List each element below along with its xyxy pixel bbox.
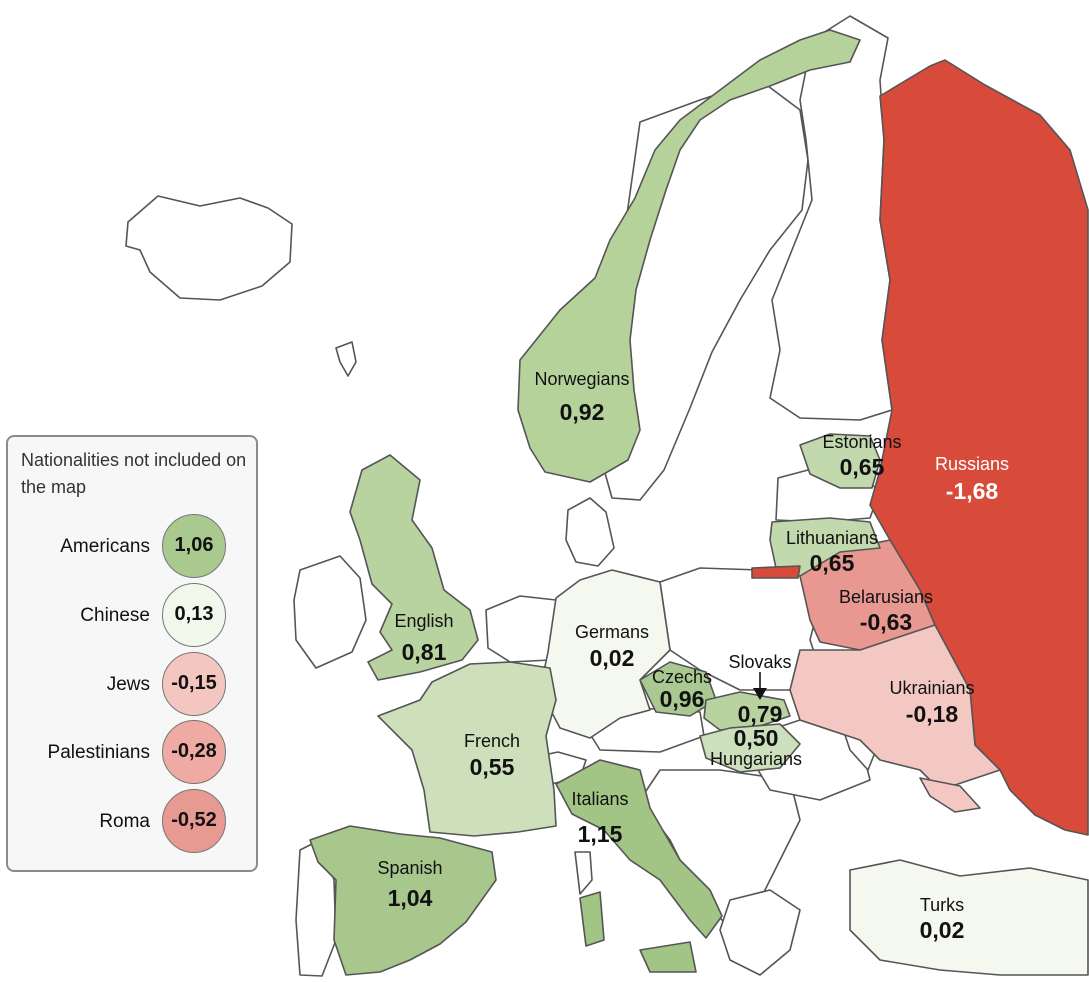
denmark-shape <box>565 497 615 567</box>
region-name-label: Norwegians <box>534 369 629 389</box>
region-value-label: 0,65 <box>840 454 885 480</box>
region-italians-sicily <box>639 941 697 973</box>
region-lithuanians <box>769 517 881 577</box>
region-value-label: 0,02 <box>920 917 965 943</box>
label-germans: Germans 0,02 <box>575 622 649 671</box>
region-french <box>377 661 557 837</box>
region-value-label: -0,63 <box>860 609 912 635</box>
region-hungarians <box>699 723 801 773</box>
region-italians <box>555 759 723 939</box>
region-value-label: 0,92 <box>560 399 605 425</box>
legend-panel: Nationalities not included on the map Am… <box>6 435 258 872</box>
region-value-label: 0,65 <box>810 550 855 576</box>
region-name-label: French <box>464 731 520 751</box>
legend-value-circle: 0,13 <box>162 583 226 647</box>
greece-shape <box>719 889 801 976</box>
region-ukrainians-crimea <box>919 777 981 813</box>
label-italians: Italians 1,15 <box>571 789 628 847</box>
region-name-label: Turks <box>920 895 964 915</box>
region-name-label: Belarusians <box>839 587 933 607</box>
region-spanish <box>309 825 497 976</box>
region-name-label: English <box>394 611 453 631</box>
label-spanish: Spanish 1,04 <box>377 858 442 911</box>
finland-shape <box>769 15 893 421</box>
region-value-label: 1,15 <box>578 821 623 847</box>
region-name-label: Czechs <box>652 667 712 687</box>
label-norwegians: Norwegians 0,92 <box>534 369 629 425</box>
faroe-shape <box>335 341 357 377</box>
region-name-label: Slovaks <box>728 652 791 672</box>
region-name-label: Estonians <box>822 432 901 452</box>
ireland-shape <box>293 555 367 669</box>
legend-title: Nationalities not included on the map <box>21 450 247 497</box>
region-name-label: Russians <box>935 454 1009 474</box>
region-value-label: 0,02 <box>590 645 635 671</box>
region-value-label: 0,50 <box>734 725 779 751</box>
region-name-label: Hungarians <box>710 749 802 769</box>
legend-row: Americans 1,06 <box>8 514 256 580</box>
region-value-label: 0,96 <box>660 686 705 712</box>
region-norwegians <box>517 29 861 483</box>
legend-row: Roma -0,52 <box>8 789 256 855</box>
iceland-shape <box>125 195 293 301</box>
legend-item-name: Jews <box>106 674 150 695</box>
region-value-label: 0,55 <box>470 754 515 780</box>
label-french: French 0,55 <box>464 731 520 780</box>
legend-value-circle: -0,28 <box>162 720 226 784</box>
region-italians-sardinia <box>579 891 605 947</box>
arrow-icon <box>753 672 767 700</box>
region-name-label: Lithuanians <box>786 528 878 548</box>
label-russians: Russians -1,68 <box>935 454 1009 504</box>
label-belarusians: Belarusians-0,63 <box>839 587 933 635</box>
region-kaliningrad <box>751 565 801 579</box>
region-name-label: Italians <box>571 789 628 809</box>
label-ukrainians: Ukrainians -0,18 <box>889 678 974 727</box>
legend-row: Palestinians -0,28 <box>8 720 256 786</box>
region-name-label: Germans <box>575 622 649 642</box>
legend-value-circle: -0,52 <box>162 789 226 853</box>
corsica-shape <box>574 851 593 895</box>
region-estonians <box>799 433 881 489</box>
label-slovaks: Slovaks 0,79 <box>728 652 791 727</box>
legend-item-name: Palestinians <box>47 742 150 763</box>
label-english: English 0,81 <box>394 611 453 665</box>
region-slovaks <box>703 691 791 731</box>
region-value-label: -1,68 <box>946 478 999 504</box>
region-value-label: 1,04 <box>388 885 433 911</box>
legend-row: Jews -0,15 <box>8 652 256 718</box>
region-name-label: Spanish <box>377 858 442 878</box>
region-turks <box>849 859 1089 976</box>
legend-row: Chinese 0,13 <box>8 583 256 649</box>
region-english <box>349 454 479 681</box>
region-value-label: 0,79 <box>738 701 783 727</box>
legend-item-name: Americans <box>60 536 150 557</box>
legend-item-name: Roma <box>99 811 150 832</box>
legend-value-circle: 1,06 <box>162 514 226 578</box>
region-value-label: 0,81 <box>402 639 447 665</box>
region-value-label: -0,18 <box>906 701 959 727</box>
region-name-label: Ukrainians <box>889 678 974 698</box>
legend-value-circle: -0,15 <box>162 652 226 716</box>
legend-item-name: Chinese <box>80 605 150 626</box>
